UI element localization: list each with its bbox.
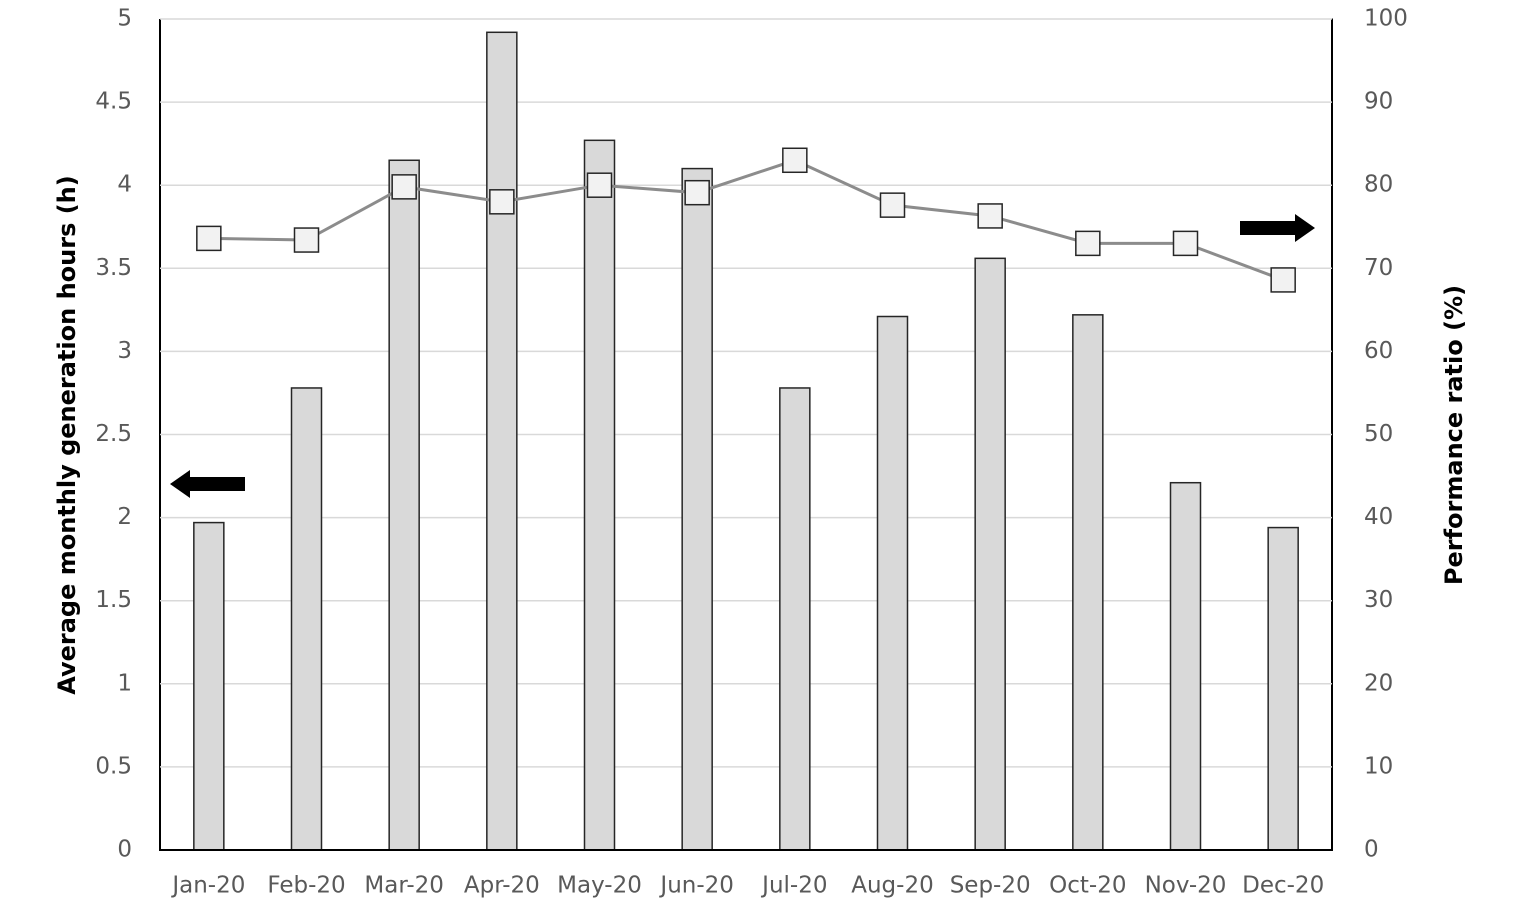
y-tick-label: 1.5 — [95, 587, 132, 613]
marker — [293, 227, 320, 253]
y-tick-label: 3 — [117, 338, 132, 364]
y2-tick-label: 0 — [1364, 837, 1379, 863]
y-tick-label: 4.5 — [95, 89, 132, 115]
bar — [583, 139, 616, 851]
x-tick-label: Oct-20 — [1049, 873, 1126, 899]
y-tick-label: 1 — [117, 670, 132, 696]
y-axis-title: Average monthly generation hours (h) — [53, 175, 81, 695]
marker — [391, 174, 417, 200]
right-arrow — [1240, 214, 1315, 242]
marker — [196, 225, 222, 252]
x-tick-label: Jun-20 — [658, 873, 734, 899]
y2-tick-label: 80 — [1364, 172, 1393, 198]
y2-axis-title: Performance ratio (%) — [1440, 285, 1468, 585]
bar — [681, 167, 713, 851]
x-tick-label: May-20 — [557, 873, 642, 899]
marker — [1172, 230, 1199, 257]
y-tick-label: 3.5 — [95, 255, 132, 281]
x-tick-label: Jan-20 — [170, 873, 245, 899]
x-tick-label: Sep-20 — [950, 873, 1031, 899]
bar — [1169, 481, 1202, 851]
bar — [290, 387, 323, 851]
y2-tick-label: 50 — [1364, 421, 1393, 447]
y2-tick-label: 70 — [1364, 255, 1393, 281]
bar — [1267, 526, 1299, 851]
y2-tick-label: 40 — [1364, 504, 1393, 530]
marker — [782, 147, 808, 174]
y-tick-label: 5 — [117, 6, 132, 32]
bar — [876, 315, 909, 851]
x-tick-label: Feb-20 — [267, 873, 345, 899]
y2-tick-label: 100 — [1364, 6, 1408, 32]
y2-tick-label: 20 — [1364, 670, 1393, 696]
bar — [974, 257, 1006, 851]
y-tick-label: 0.5 — [95, 753, 132, 779]
bar — [193, 521, 225, 851]
marker — [977, 203, 1003, 229]
y2-tick-label: 10 — [1364, 753, 1393, 779]
marker — [684, 179, 710, 206]
line — [208, 158, 1284, 282]
y-tick-label: 2 — [117, 504, 132, 530]
x-tick-label: Apr-20 — [464, 873, 540, 899]
marker — [586, 172, 613, 198]
x-tick-label: Dec-20 — [1242, 873, 1324, 899]
bar — [779, 387, 811, 851]
marker — [879, 192, 906, 218]
x-tick-label: Mar-20 — [364, 873, 444, 899]
y2-tick-label: 30 — [1364, 587, 1393, 613]
y-tick-label: 4 — [117, 172, 132, 198]
x-tick-label: Aug-20 — [851, 873, 933, 899]
bar — [388, 159, 420, 851]
bar — [486, 31, 518, 851]
y2-tick-label: 60 — [1364, 338, 1393, 364]
marks — [193, 31, 1299, 851]
bar — [1072, 314, 1104, 851]
marker — [489, 189, 515, 215]
marker — [1270, 267, 1296, 293]
y2-tick-label: 90 — [1364, 89, 1393, 115]
marker — [1075, 230, 1101, 257]
x-tick-label: Nov-20 — [1145, 873, 1227, 899]
y-tick-label: 2.5 — [95, 421, 132, 447]
grid — [160, 18, 1333, 851]
x-tick-label: Jul-20 — [760, 873, 827, 899]
y-tick-label: 0 — [117, 837, 132, 863]
left-arrow — [170, 470, 245, 498]
